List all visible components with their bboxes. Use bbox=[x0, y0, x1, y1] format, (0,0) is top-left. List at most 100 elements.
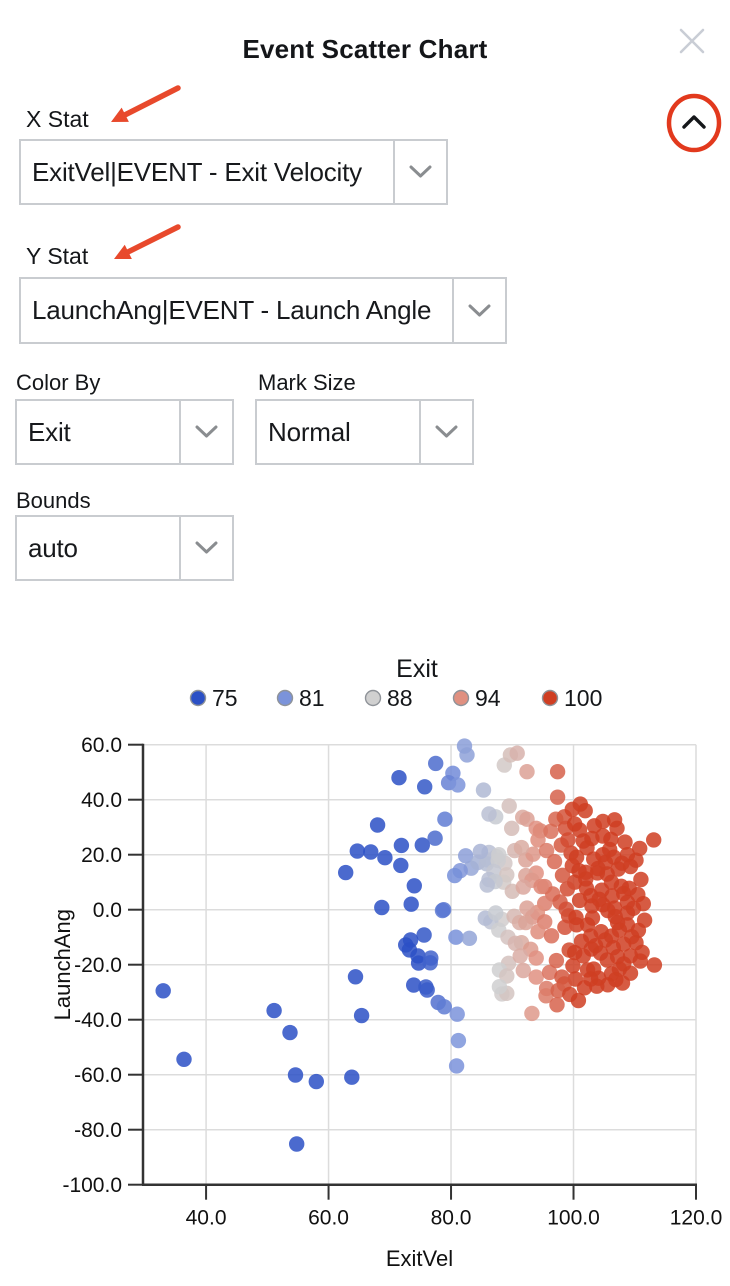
scatter-point bbox=[499, 968, 515, 984]
red-arrow-annotation bbox=[111, 85, 181, 122]
scatter-point bbox=[377, 850, 393, 866]
chevron-down-icon bbox=[419, 401, 472, 463]
scatter-point bbox=[528, 950, 544, 966]
scatter-point bbox=[338, 864, 354, 881]
page-title: Event Scatter Chart bbox=[242, 34, 488, 64]
scatter-point bbox=[533, 878, 549, 895]
scatter-point bbox=[595, 813, 611, 830]
scatter-point bbox=[628, 852, 644, 868]
scatter-point bbox=[347, 969, 364, 985]
scatter-point bbox=[589, 978, 605, 994]
color-by-label: Color By bbox=[16, 370, 101, 395]
y-axis-title: LaunchAng bbox=[50, 909, 75, 1020]
scatter-point bbox=[353, 1007, 370, 1024]
mark-size-label: Mark Size bbox=[258, 370, 356, 395]
scatter-point bbox=[525, 846, 541, 862]
bounds-label: Bounds bbox=[16, 488, 91, 513]
color-by-select[interactable]: Exit bbox=[15, 399, 234, 465]
scatter-point bbox=[548, 952, 565, 969]
scatter-point bbox=[519, 900, 535, 916]
scatter-point bbox=[447, 867, 463, 884]
scatter-point bbox=[176, 1051, 192, 1067]
scatter-point bbox=[266, 1002, 282, 1019]
x-tick-label: 80.0 bbox=[431, 1207, 472, 1230]
scatter-point bbox=[450, 777, 466, 793]
scatter-point bbox=[437, 811, 453, 827]
y-stat-select[interactable]: LaunchAng|EVENT - Launch Angle bbox=[19, 277, 507, 344]
scatter-point bbox=[422, 955, 438, 971]
scatter-point bbox=[633, 871, 649, 888]
legend-label: 81 bbox=[299, 685, 325, 711]
scatter-point bbox=[434, 902, 451, 919]
legend-item: 88 bbox=[364, 685, 413, 711]
scatter-point bbox=[419, 982, 435, 998]
legend-swatch bbox=[452, 689, 470, 707]
scatter-points bbox=[155, 738, 663, 1152]
chevron-up-icon bbox=[681, 113, 707, 134]
color-by-value: Exit bbox=[28, 416, 71, 447]
scatter-point bbox=[599, 866, 615, 882]
scatter-point bbox=[624, 929, 640, 945]
red-arrow-annotation bbox=[114, 224, 181, 259]
scatter-point bbox=[543, 823, 559, 839]
scatter-point bbox=[621, 880, 637, 896]
y-stat-value: LaunchAng|EVENT - Launch Angle bbox=[32, 295, 432, 325]
scatter-point bbox=[448, 929, 464, 945]
scatter-point bbox=[559, 881, 576, 897]
scatter-point bbox=[578, 880, 595, 896]
scatter-point bbox=[549, 997, 565, 1013]
scatter-point bbox=[571, 863, 587, 879]
scatter-point bbox=[287, 1067, 304, 1083]
y-tick-label: -60.0 bbox=[74, 1064, 122, 1087]
scatter-point bbox=[428, 755, 444, 772]
x-tick-label: 40.0 bbox=[186, 1207, 227, 1230]
mark-size-select[interactable]: Normal bbox=[255, 399, 474, 465]
scatter-point bbox=[308, 1073, 324, 1090]
close-button[interactable] bbox=[674, 24, 710, 60]
scatter-chart: 60.0 40.0 20.0 0.0 -20.0 -40.0 -60.0 -80.0 -100.… bbox=[0, 630, 730, 1286]
scatter-point bbox=[549, 764, 566, 780]
scatter-point bbox=[479, 877, 495, 893]
scatter-point bbox=[604, 888, 620, 904]
scatter-point bbox=[410, 955, 427, 971]
scatter-point bbox=[577, 803, 593, 819]
scatter-point bbox=[575, 948, 591, 964]
scatter-point bbox=[617, 834, 633, 850]
y-tick-label: 0.0 bbox=[93, 899, 122, 922]
collapse-panel-button[interactable] bbox=[676, 105, 712, 141]
y-tick-label: -100.0 bbox=[62, 1174, 122, 1197]
scatter-point bbox=[519, 764, 535, 780]
scatter-point bbox=[504, 820, 520, 836]
scatter-point bbox=[538, 988, 554, 1004]
scatter-point bbox=[560, 832, 576, 848]
scatter-point bbox=[591, 891, 607, 907]
scatter-point bbox=[570, 992, 587, 1009]
scatter-point bbox=[282, 1024, 298, 1041]
legend-swatch bbox=[541, 689, 559, 707]
x-icon bbox=[677, 26, 707, 59]
scatter-point bbox=[488, 905, 504, 921]
scatter-point bbox=[571, 822, 588, 838]
x-stat-select[interactable]: ExitVel|EVENT - Exit Velocity bbox=[19, 139, 448, 205]
x-tick-label: 60.0 bbox=[308, 1207, 349, 1230]
scatter-point bbox=[458, 848, 474, 864]
scatter-point bbox=[481, 806, 497, 822]
scatter-point bbox=[602, 841, 618, 858]
scatter-point bbox=[414, 837, 430, 853]
bounds-select[interactable]: auto bbox=[15, 515, 234, 581]
scatter-point bbox=[538, 842, 555, 859]
scatter-point bbox=[459, 747, 475, 763]
scatter-point bbox=[528, 969, 544, 985]
scatter-point bbox=[515, 879, 531, 895]
legend-label: 75 bbox=[212, 685, 238, 711]
legend-item: 75 bbox=[189, 685, 238, 711]
scatter-point bbox=[568, 909, 584, 926]
bounds-value: auto bbox=[28, 532, 78, 563]
scatter-point bbox=[509, 745, 525, 761]
scatter-point bbox=[530, 832, 546, 848]
y-stat-label: Y Stat bbox=[26, 243, 89, 269]
chevron-down-icon bbox=[452, 279, 505, 342]
scatter-point bbox=[646, 832, 662, 848]
scatter-point bbox=[475, 782, 492, 798]
